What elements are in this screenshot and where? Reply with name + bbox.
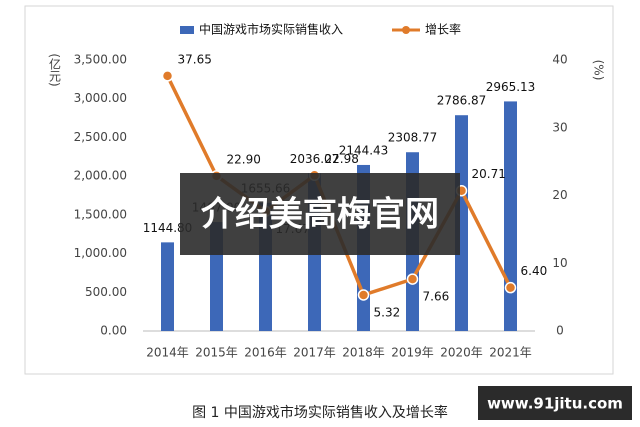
- line-label: 22.90: [227, 152, 261, 166]
- legend-swatch: [402, 26, 410, 34]
- x-tick-label: 2014年: [146, 346, 189, 360]
- legend-label: 增长率: [425, 22, 461, 37]
- line-label: 7.66: [423, 290, 450, 304]
- line-point: [504, 281, 517, 294]
- x-tick-label: 2021年: [489, 346, 532, 360]
- y-tick-label: 2,500.00: [74, 130, 127, 144]
- y2-tick-label: 40: [552, 53, 567, 67]
- bar-label: 2965.13: [486, 80, 536, 94]
- bar-label: 2036.07: [290, 152, 340, 166]
- site-text: www.91jitu.com: [487, 395, 623, 413]
- bar: [504, 101, 517, 332]
- y-tick-label: 0.00: [100, 324, 127, 338]
- y-tick-label: 1,500.00: [74, 207, 127, 221]
- caption: 图 1 中国游戏市场实际销售收入及增长率: [192, 404, 448, 421]
- legend-label: 中国游戏市场实际销售收入: [199, 22, 343, 37]
- line-point: [357, 289, 370, 301]
- x-tick-label: 2017年: [293, 346, 336, 360]
- y-axis-title: (亿元): [48, 53, 62, 86]
- y-tick-label: 3,000.00: [74, 91, 127, 105]
- y-tick-label: 1,000.00: [74, 246, 127, 260]
- bar-label: 2786.87: [437, 94, 487, 108]
- x-tick-label: 2018年: [342, 346, 385, 360]
- line-label: 5.32: [374, 305, 401, 319]
- bar-label: 1144.80: [143, 221, 193, 235]
- plot: 0.00 500.00 1,000.00 1,500.00 2,000.00 2,500.…: [74, 22, 568, 360]
- line-label: 6.40: [521, 264, 548, 278]
- x-tick-label: 2015年: [195, 346, 238, 360]
- chart-frame: [24, 5, 614, 375]
- y-tick-label: 500.00: [85, 285, 127, 299]
- y2-tick-label: 10: [552, 256, 567, 270]
- line-label: 37.65: [178, 52, 212, 66]
- x-tick-label: 2020年: [440, 346, 483, 360]
- x-tick-label: 2019年: [391, 346, 434, 360]
- x-tick-label: 2016年: [244, 346, 287, 360]
- line-label: 22.98: [325, 152, 359, 166]
- legend-swatch: [180, 26, 194, 34]
- bar-label: 2308.77: [388, 131, 438, 145]
- y2-axis-title: (%): [592, 60, 606, 81]
- line-label: 20.71: [472, 167, 506, 181]
- bar: [455, 115, 468, 331]
- watermark-box: [180, 173, 460, 255]
- y-tick-label: 3,500.00: [74, 53, 127, 67]
- watermark: 介绍美高梅官网: [201, 195, 439, 235]
- site-badge: [478, 386, 632, 420]
- y2-tick-label: 0: [556, 324, 564, 338]
- line-point: [161, 70, 174, 82]
- y2-tick-label: 20: [552, 188, 567, 202]
- y-tick-label: 2,000.00: [74, 169, 127, 183]
- y2-tick-label: 30: [552, 120, 567, 134]
- line-point: [406, 273, 419, 285]
- bar: [161, 242, 174, 331]
- bar-label: 2144.43: [339, 143, 389, 157]
